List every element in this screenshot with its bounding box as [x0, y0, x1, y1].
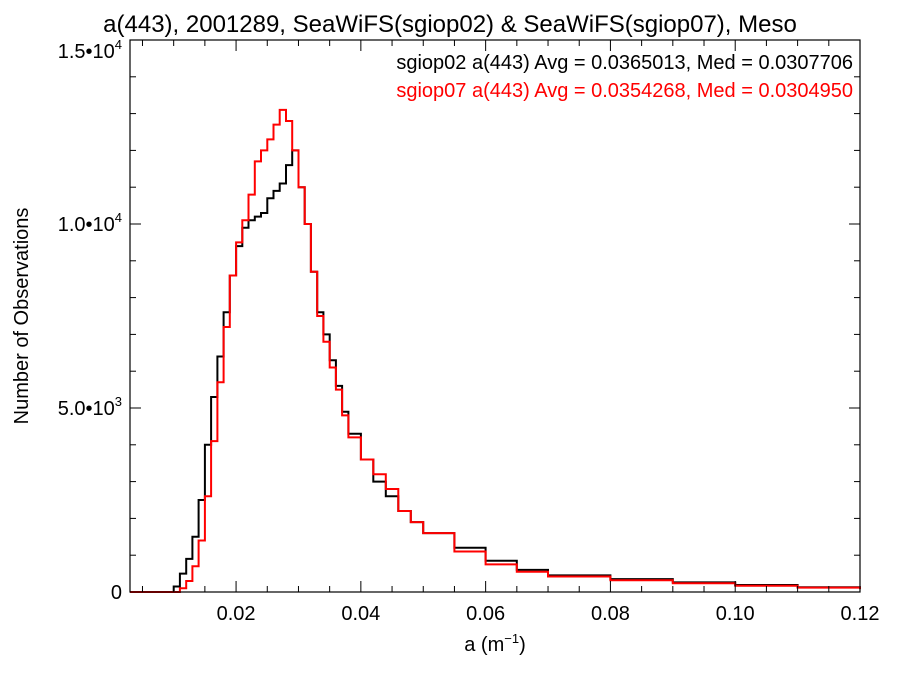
annotation-sgiop02: sgiop02 a(443) Avg = 0.0365013, Med = 0.… [396, 52, 853, 74]
y-axis-label: Number of Observations [11, 208, 33, 425]
y-tick-exponent: 3 [115, 394, 122, 409]
y-tick-mantissa: 1.5•10 [58, 41, 115, 63]
x-tick-label: 0.08 [591, 603, 630, 625]
x-tick-label: 0.04 [341, 603, 380, 625]
series-layer [130, 108, 861, 593]
x-tick-label: 0.10 [716, 603, 755, 625]
x-tick-label: 0.12 [841, 603, 880, 625]
x-tick-label: 0.02 [217, 603, 256, 625]
y-tick-mantissa: 0 [111, 582, 122, 604]
series-line-1 [130, 108, 861, 593]
chart-title: a(443), 2001289, SeaWiFS(sgiop02) & SeaW… [103, 11, 797, 38]
y-tick-mantissa: 5.0•10 [58, 398, 115, 420]
y-tick-label: 0 [111, 582, 122, 604]
y-tick-label: 5.0•103 [58, 394, 122, 420]
series-line-0 [130, 149, 861, 593]
y-tick-label: 1.5•104 [58, 37, 122, 63]
y-tick-mantissa: 1.0•10 [58, 214, 115, 236]
y-tick-exponent: 4 [115, 210, 122, 225]
x-axis: 0.02 0.04 0.06 0.08 0.10 0.12 [141, 40, 880, 625]
x-axis-label-sup: −1 [504, 631, 519, 646]
x-axis-label-main: a (m [464, 634, 504, 656]
y-tick-exponent: 4 [115, 37, 122, 52]
plot-frame [129, 39, 861, 593]
y-tick-label: 1.0•104 [58, 210, 122, 236]
x-axis-label: a (m−1) [464, 631, 526, 656]
x-axis-label-close: ) [519, 634, 526, 656]
annotation-sgiop07: sgiop07 a(443) Avg = 0.0354268, Med = 0.… [396, 80, 853, 102]
x-tick-label: 0.06 [466, 603, 505, 625]
